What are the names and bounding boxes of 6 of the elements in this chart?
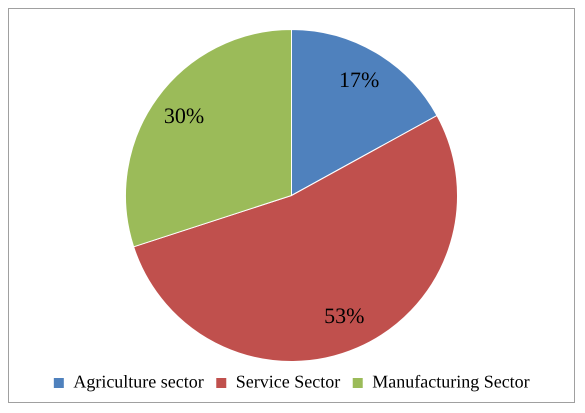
data-label: 53% <box>324 303 364 328</box>
data-label: 30% <box>164 103 204 128</box>
legend-label: Manufacturing Sector <box>372 372 530 392</box>
data-label: 17% <box>338 66 380 92</box>
legend-label: Agriculture sector <box>73 372 204 392</box>
legend-label: Service Sector <box>236 372 340 392</box>
